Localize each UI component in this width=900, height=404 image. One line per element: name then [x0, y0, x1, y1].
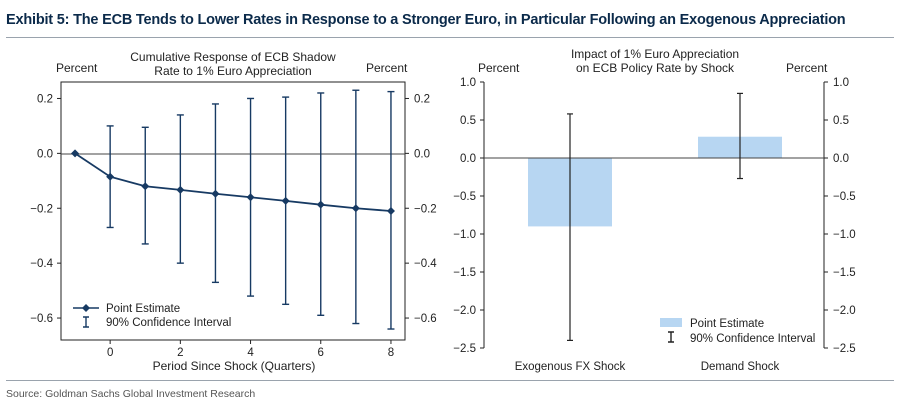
right-ytick-label-right: 0.0 [833, 153, 849, 165]
point-estimate-marker [211, 189, 220, 198]
left-xtick-label: 8 [388, 347, 394, 359]
left-ytick-label: −0.4 [30, 258, 53, 270]
legend-bar-label: Point Estimate [690, 318, 764, 330]
top-rule [6, 37, 894, 38]
point-estimate-line [74, 152, 392, 212]
right-ytick-label-right: 0.5 [833, 115, 849, 127]
right-legend: Point Estimate 90% Confidence Interval [660, 318, 815, 345]
left-xtick-label: 2 [177, 347, 183, 359]
left-ylabel-right: Percent [366, 61, 408, 75]
left-xtick-label: 0 [107, 347, 113, 359]
right-ytick-label: −2.5 [453, 343, 476, 355]
right-ytick-label-right: −2.0 [833, 305, 856, 317]
point-estimate-marker [351, 204, 360, 213]
left-ylabel-left: Percent [56, 61, 98, 75]
right-ytick-label: 0.0 [460, 153, 476, 165]
point-estimate-marker [106, 172, 115, 181]
right-chart-title-line2: on ECB Policy Rate by Shock [576, 61, 735, 75]
point-estimate-marker [176, 185, 185, 194]
left-chart-title-line2: Rate to 1% Euro Appreciation [154, 64, 311, 78]
legend-point-estimate-marker [82, 304, 90, 312]
point-estimate-marker [141, 182, 150, 191]
left-chart-title-line1: Cumulative Response of ECB Shadow [130, 50, 336, 64]
left-ytick-label-right: −0.4 [414, 258, 437, 270]
right-ytick-label: −0.5 [453, 191, 476, 203]
left-xtick-label: 4 [247, 347, 254, 359]
point-estimate-marker [246, 193, 255, 202]
left-ytick-label-right: −0.2 [414, 203, 437, 215]
left-ytick-label: −0.2 [30, 203, 53, 215]
right-ytick-label-right: −1.5 [833, 267, 856, 279]
legend-ci-label-right: 90% Confidence Interval [690, 333, 815, 345]
right-ytick-label: −1.5 [453, 267, 476, 279]
right-ytick-label: 1.0 [460, 77, 476, 89]
left-ytick-label-right: 0.0 [414, 148, 430, 160]
source-note: Source: Goldman Sachs Global Investment … [6, 388, 256, 400]
point-estimate-marker [316, 200, 325, 209]
left-xtick-label: 6 [318, 347, 324, 359]
exhibit-title: Exhibit 5: The ECB Tends to Lower Rates … [6, 12, 846, 28]
right-ylabel-left: Percent [478, 61, 520, 75]
left-ytick-label: 0.0 [37, 148, 53, 160]
right-ytick-label-right: −2.5 [833, 343, 856, 355]
right-ylabel-right: Percent [786, 61, 828, 75]
right-ytick-label-right: 1.0 [833, 77, 849, 89]
right-ytick-label: −2.0 [453, 305, 476, 317]
right-ytick-label-right: −1.0 [833, 229, 856, 241]
left-ytick-label-right: −0.6 [414, 313, 437, 325]
right-ytick-label: 0.5 [460, 115, 476, 127]
left-legend: Point Estimate 90% Confidence Interval [73, 303, 231, 329]
legend-point-estimate-label: Point Estimate [106, 303, 180, 315]
legend-ci-label: 90% Confidence Interval [106, 317, 231, 329]
point-estimate-marker [71, 149, 80, 158]
category-label: Exogenous FX Shock [515, 361, 626, 373]
legend-ci-marker [83, 316, 89, 328]
category-label: Demand Shock [701, 361, 780, 373]
point-estimate-marker [281, 196, 290, 205]
legend-bar-swatch [660, 318, 682, 327]
right-ytick-label: −1.0 [453, 229, 476, 241]
left-ytick-label-right: 0.2 [414, 93, 430, 105]
left-ytick-label: −0.6 [30, 313, 53, 325]
left-ytick-label: 0.2 [37, 93, 53, 105]
legend-ci-marker-right [668, 331, 674, 343]
right-ytick-label-right: −0.5 [833, 191, 856, 203]
left-plot-frame [60, 81, 406, 341]
left-xlabel: Period Since Shock (Quarters) [153, 359, 316, 373]
bottom-rule [6, 380, 894, 381]
right-chart-title-line1: Impact of 1% Euro Appreciation [571, 47, 739, 61]
point-estimate-marker [386, 207, 395, 215]
